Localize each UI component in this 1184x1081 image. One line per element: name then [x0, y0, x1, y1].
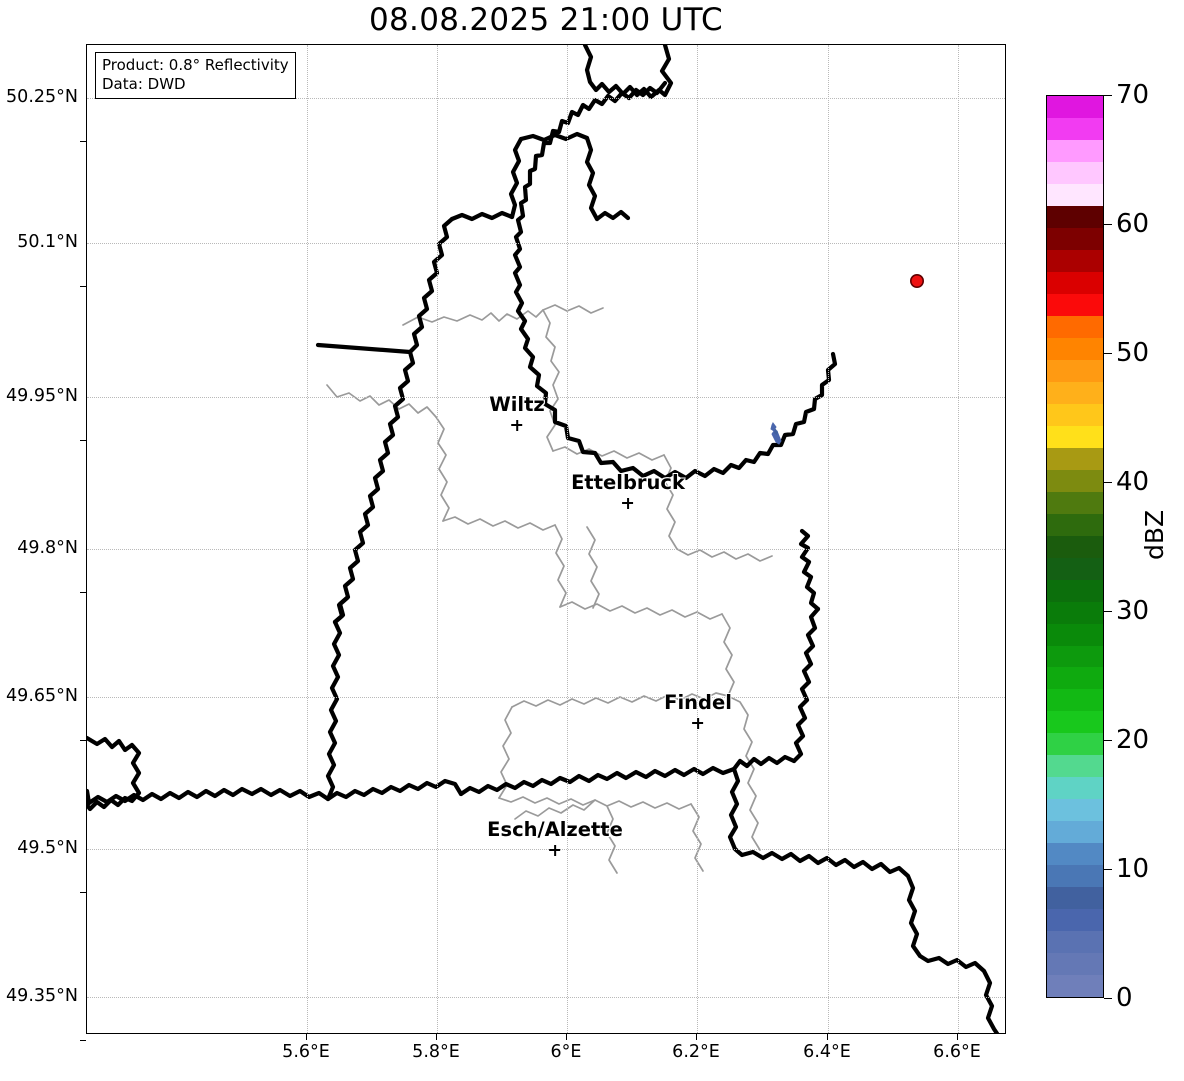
x-tickmark	[436, 1034, 437, 1040]
y-tick-label: 49.5°N	[17, 838, 78, 858]
colorbar-band	[1047, 689, 1103, 712]
map-plot-area[interactable]: Wiltz Ettelbruck Findel Esch/Alzette Pro…	[86, 44, 1006, 1034]
colorbar-band	[1047, 645, 1103, 668]
colorbar-tick-label: 10	[1116, 854, 1150, 884]
colorbar-band	[1047, 579, 1103, 602]
colorbar-band	[1047, 887, 1103, 910]
colorbar-band	[1047, 206, 1103, 229]
info-legend-box: Product: 0.8° Reflectivity Data: DWD	[95, 52, 296, 100]
colorbar-band	[1047, 272, 1103, 294]
colorbar-tick-label: 20	[1116, 725, 1150, 755]
colorbar-tickmark	[1104, 740, 1112, 741]
colorbar-band	[1047, 513, 1103, 536]
red-echo-icon	[910, 274, 924, 288]
colorbar-band	[1047, 975, 1103, 997]
colorbar-band	[1047, 931, 1103, 954]
y-tickmark	[80, 141, 86, 142]
colorbar-band	[1047, 821, 1103, 844]
x-tick-label: 6.4°E	[803, 1042, 851, 1062]
y-tickmark	[80, 592, 86, 593]
y-tickmark	[80, 892, 86, 893]
colorbar-tick-label: 40	[1116, 467, 1150, 497]
x-tick-label: 6.6°E	[933, 1042, 981, 1062]
colorbar-band	[1047, 491, 1103, 514]
colorbar-band	[1047, 337, 1103, 360]
x-tickmark	[306, 1034, 307, 1040]
y-tickmark	[80, 440, 86, 441]
y-tickmark	[80, 1040, 86, 1041]
colorbar-band	[1047, 843, 1103, 866]
y-tickmark	[80, 286, 86, 287]
colorbar-band	[1047, 799, 1103, 822]
x-tick-label: 5.6°E	[282, 1042, 330, 1062]
colorbar-band	[1047, 755, 1103, 778]
colorbar-band	[1047, 403, 1103, 426]
colorbar-band	[1047, 250, 1103, 273]
colorbar-tickmark	[1104, 611, 1112, 612]
blue-echo-icon	[770, 422, 782, 445]
colorbar-band	[1047, 667, 1103, 690]
info-data-line: Data: DWD	[102, 75, 186, 94]
colorbar-band	[1047, 535, 1103, 558]
y-tick-label: 49.95°N	[6, 386, 78, 406]
colorbar-band	[1047, 447, 1103, 470]
radar-echo-blue	[768, 422, 784, 446]
country-border	[87, 45, 1000, 1033]
y-tick-label: 49.8°N	[17, 538, 78, 558]
y-tick-label: 49.65°N	[6, 686, 78, 706]
colorbar-tick-label: 70	[1116, 80, 1150, 110]
map-clip: Wiltz Ettelbruck Findel Esch/Alzette	[87, 45, 1005, 1033]
radar-echo-red	[909, 273, 925, 289]
colorbar-band	[1047, 162, 1103, 185]
x-tickmark	[696, 1034, 697, 1040]
x-tickmark	[957, 1034, 958, 1040]
x-tick-label: 5.8°E	[412, 1042, 460, 1062]
y-tick-label: 50.25°N	[6, 87, 78, 107]
x-tick-label: 6.2°E	[672, 1042, 720, 1062]
colorbar-band	[1047, 777, 1103, 800]
colorbar-band	[1047, 228, 1103, 251]
colorbar-tickmark	[1104, 353, 1112, 354]
colorbar-band	[1047, 184, 1103, 207]
map-geometry	[87, 45, 1000, 1033]
colorbar-band	[1047, 381, 1103, 404]
colorbar-tick-label: 0	[1116, 983, 1133, 1013]
colorbar-band	[1047, 359, 1103, 382]
colorbar-band	[1047, 909, 1103, 932]
colorbar[interactable]: 0 10 20 30 40 50 60 70	[1046, 80, 1149, 1013]
x-tickmark	[827, 1034, 828, 1040]
colorbar-tickmark	[1104, 998, 1112, 999]
colorbar-tickmark	[1104, 869, 1112, 870]
colorbar-band	[1047, 623, 1103, 646]
info-product-line: Product: 0.8° Reflectivity	[102, 56, 289, 74]
colorbar-band	[1047, 865, 1103, 888]
colorbar-tickmark	[1104, 482, 1112, 483]
page-title: 08.08.2025 21:00 UTC	[369, 2, 723, 38]
colorbar-band	[1047, 953, 1103, 976]
colorbar-tickmark	[1104, 95, 1112, 96]
y-tick-label: 49.35°N	[6, 986, 78, 1006]
colorbar-tickmark	[1104, 224, 1112, 225]
colorbar-band	[1047, 733, 1103, 756]
colorbar-band	[1047, 118, 1103, 141]
colorbar-band	[1047, 711, 1103, 734]
colorbar-band	[1047, 557, 1103, 580]
colorbar-tick-label: 30	[1116, 596, 1150, 626]
colorbar-band	[1047, 601, 1103, 624]
colorbar-gradient	[1046, 95, 1104, 998]
x-tickmark	[566, 1034, 567, 1040]
colorbar-band	[1047, 315, 1103, 338]
colorbar-band	[1047, 96, 1103, 119]
y-tick-label: 50.1°N	[17, 232, 78, 252]
colorbar-tick-label: 60	[1116, 209, 1150, 239]
x-tick-label: 6°E	[550, 1042, 582, 1062]
colorbar-band	[1047, 425, 1103, 448]
colorbar-tick-label: 50	[1116, 338, 1150, 368]
colorbar-band	[1047, 469, 1103, 492]
colorbar-axis-label: dBZ	[1140, 509, 1169, 560]
colorbar-band	[1047, 140, 1103, 163]
y-tickmark	[80, 740, 86, 741]
colorbar-band	[1047, 294, 1103, 316]
